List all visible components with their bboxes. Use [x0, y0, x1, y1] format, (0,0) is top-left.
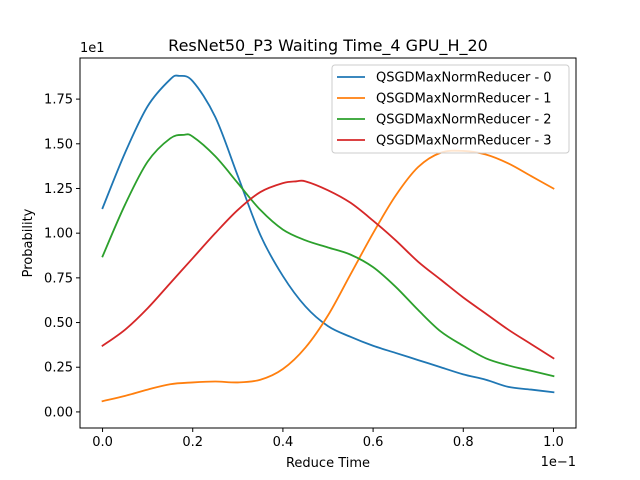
x-tick-label: 0.2 [182, 435, 203, 450]
legend-label-2: QSGDMaxNormReducer - 2 [376, 113, 552, 128]
y-tick-label: 0.50 [44, 316, 73, 331]
legend: QSGDMaxNormReducer - 0 QSGDMaxNormReducer… [331, 64, 570, 154]
x-tick-label: 0.4 [273, 435, 294, 450]
series-line-3 [101, 179, 555, 360]
x-tick-label: 1.0 [543, 435, 564, 450]
y-tick-label: 1.25 [44, 182, 73, 197]
series-line-0 [101, 74, 555, 394]
y-axis: 0.00 0.25 0.50 0.75 1.00 1.25 1.50 1.75 [44, 93, 80, 420]
y-tick-label: 0.25 [44, 361, 73, 376]
series-line-2 [101, 133, 555, 378]
x-tick-label: 0.0 [92, 435, 113, 450]
legend-label-1: QSGDMaxNormReducer - 1 [376, 92, 552, 107]
y-tick-label: 1.75 [44, 93, 73, 108]
y-tick-label: 1.00 [44, 227, 73, 242]
legend-label-3: QSGDMaxNormReducer - 3 [376, 134, 552, 149]
y-tick-label: 0.75 [44, 271, 73, 286]
legend-label-0: QSGDMaxNormReducer - 0 [376, 71, 552, 86]
x-tick-label: 0.6 [363, 435, 384, 450]
y-tick-label: 1.50 [44, 137, 73, 152]
y-tick-label: 0.00 [44, 405, 73, 420]
y-axis-label: Probability [21, 208, 36, 277]
plot-frame [79, 57, 577, 429]
x-axis-offset-text: 1e−1 [541, 455, 576, 470]
y-axis-offset-text: 1e1 [80, 41, 105, 56]
plot-area [101, 74, 555, 403]
legend-box [331, 64, 570, 154]
x-axis-label: Reduce Time [286, 456, 370, 471]
x-axis: 0.0 0.2 0.4 0.6 0.8 1.0 [92, 428, 564, 450]
x-tick-label: 0.8 [453, 435, 474, 450]
chart-title: ResNet50_P3 Waiting Time_4 GPU_H_20 [168, 36, 488, 56]
